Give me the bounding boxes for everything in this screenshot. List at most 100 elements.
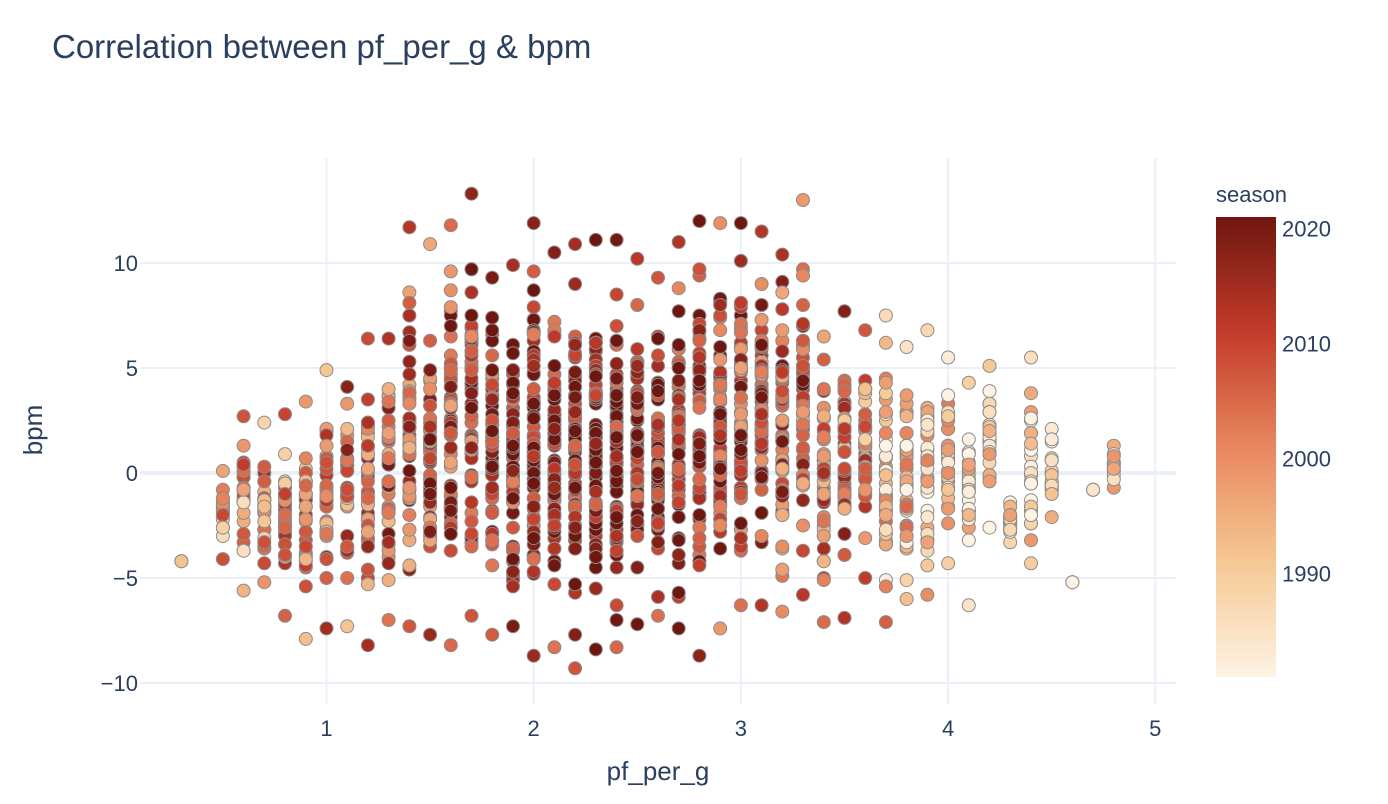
- data-point: [713, 621, 728, 636]
- data-point: [941, 466, 956, 480]
- data-point: [941, 482, 956, 497]
- data-point: [526, 499, 541, 514]
- data-point: [961, 375, 976, 390]
- data-point: [423, 524, 438, 539]
- data-point: [588, 484, 603, 499]
- data-point: [443, 526, 458, 541]
- data-point: [775, 365, 790, 380]
- data-point: [754, 407, 769, 422]
- data-point: [713, 216, 728, 231]
- data-point: [837, 547, 852, 562]
- data-point: [713, 461, 728, 476]
- data-point: [443, 283, 458, 298]
- data-point: [568, 577, 583, 592]
- data-point: [899, 529, 914, 543]
- data-point: [340, 571, 355, 585]
- data-point: [443, 638, 458, 653]
- data-point: [319, 363, 334, 378]
- data-point: [816, 409, 831, 424]
- data-point: [381, 382, 396, 396]
- data-point: [630, 489, 645, 504]
- data-point: [899, 499, 914, 514]
- data-point: [858, 461, 873, 476]
- data-point: [485, 270, 500, 285]
- data-point: [588, 335, 603, 350]
- data-point: [236, 495, 251, 510]
- data-point: [464, 285, 479, 300]
- data-point: [713, 407, 728, 422]
- data-point: [402, 396, 417, 411]
- data-point: [713, 392, 728, 407]
- data-point: [298, 631, 313, 646]
- data-point: [526, 648, 541, 663]
- points-layer: [174, 186, 1121, 676]
- data-point: [713, 518, 728, 533]
- data-point: [733, 253, 748, 268]
- data-point: [464, 514, 479, 529]
- data-point: [775, 323, 790, 338]
- data-point: [360, 577, 375, 592]
- data-point: [506, 346, 520, 361]
- data-point: [671, 281, 686, 296]
- data-point: [588, 497, 603, 512]
- data-point: [443, 480, 458, 495]
- data-point: [671, 510, 686, 525]
- data-point: [671, 304, 686, 319]
- data-point: [754, 436, 769, 451]
- data-point: [423, 487, 438, 501]
- data-point: [609, 613, 624, 627]
- data-point: [671, 235, 686, 249]
- data-point: [381, 613, 396, 627]
- data-point: [920, 323, 935, 338]
- data-point: [733, 295, 748, 310]
- data-point: [733, 487, 748, 501]
- data-point: [837, 421, 852, 436]
- data-point: [609, 463, 624, 478]
- data-point: [588, 232, 603, 247]
- data-point: [464, 344, 479, 359]
- data-point: [609, 287, 624, 302]
- data-point: [1106, 461, 1121, 476]
- data-point: [402, 463, 417, 478]
- data-point: [526, 552, 541, 567]
- data-point: [754, 529, 769, 543]
- data-point: [402, 480, 417, 495]
- y-axis-ticks: −10 −5 0 5 10: [101, 251, 138, 696]
- data-point: [899, 340, 914, 354]
- data-point: [340, 442, 355, 457]
- data-point: [215, 520, 230, 535]
- data-point: [651, 384, 665, 399]
- data-point: [920, 417, 935, 432]
- data-point: [837, 461, 852, 476]
- data-point: [526, 411, 541, 426]
- data-point: [443, 264, 458, 279]
- data-point: [671, 495, 686, 510]
- data-point: [402, 440, 417, 455]
- data-point: [1106, 449, 1121, 464]
- data-point: [775, 539, 790, 554]
- data-point: [816, 352, 831, 367]
- data-point: [464, 608, 479, 623]
- data-point: [215, 491, 230, 506]
- data-point: [464, 262, 479, 277]
- data-point: [1003, 522, 1018, 537]
- data-point: [733, 216, 748, 231]
- data-point: [547, 518, 562, 533]
- data-point: [1024, 508, 1038, 522]
- data-point: [257, 556, 272, 571]
- data-point: [381, 474, 396, 489]
- data-point: [796, 476, 810, 491]
- data-point: [796, 428, 810, 443]
- data-point: [1024, 556, 1038, 571]
- data-point: [547, 480, 562, 495]
- data-point: [568, 457, 583, 472]
- data-point: [920, 453, 935, 468]
- data-point: [236, 583, 251, 598]
- data-point: [961, 484, 976, 499]
- data-point: [609, 598, 624, 613]
- data-point: [1024, 533, 1038, 548]
- data-point: [381, 426, 396, 441]
- data-point: [878, 468, 893, 483]
- data-point: [941, 409, 956, 424]
- data-point: [692, 648, 707, 663]
